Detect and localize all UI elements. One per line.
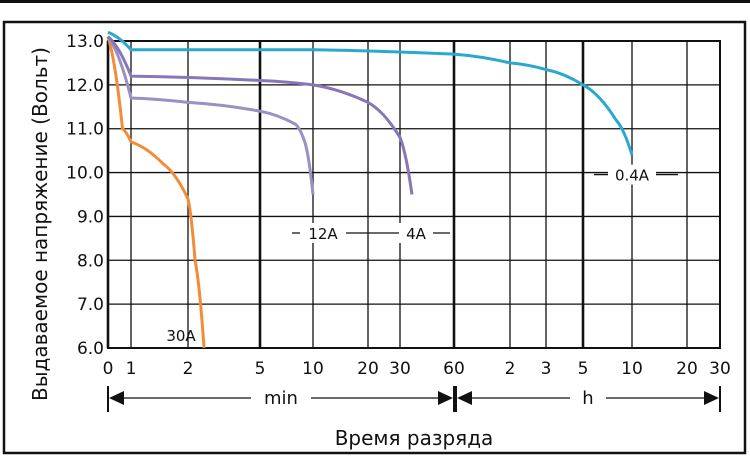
curve-30A: [106, 36, 206, 348]
y-axis-title: Выдаваемое напряжение (Вольт): [28, 47, 52, 401]
label-0_4A: 0.4A: [615, 167, 650, 185]
top-edge-bar: [0, 0, 750, 3]
curve-0_4A: [107, 31, 634, 156]
y-tick-label: 7.0: [77, 295, 104, 315]
x-tick-label: 1: [126, 359, 137, 379]
plot-grid: [106, 40, 721, 349]
hours-range-label: h: [582, 388, 593, 409]
minutes-range-label: min: [264, 388, 298, 409]
curve-12A: [106, 35, 315, 195]
x-axis-title: Время разряда: [335, 426, 494, 450]
x-tick-label: 10: [621, 359, 643, 379]
label-4A: 4A: [406, 225, 427, 243]
y-tick-label: 12.0: [66, 76, 104, 96]
x-tick-label: 20: [676, 359, 698, 379]
y-tick-label: 10.0: [66, 164, 104, 184]
y-tick-label: 9.0: [77, 207, 104, 227]
discharge-curves: [106, 31, 634, 348]
y-tick-labels: 6.0 7.0 8.0 9.0 10.0 11.0 12.0 13.0: [66, 32, 104, 359]
y-tick-label: 6.0: [77, 339, 104, 359]
curve-labels: 30A 12A 4A 0.4A: [166, 164, 678, 345]
label-bg-12A: [300, 223, 346, 243]
x-tick-label: 10: [302, 359, 324, 379]
x-tick-label: 60: [443, 359, 465, 379]
y-tick-label: 13.0: [66, 32, 104, 52]
x-tick-labels: 0 1 2 5 10 20 30 60 2 3 5 10 20 30: [103, 359, 731, 379]
label-30A: 30A: [166, 327, 196, 345]
label-bg-0_4A: [608, 164, 656, 185]
y-tick-label: 8.0: [77, 251, 104, 271]
x-tick-label: 30: [389, 359, 411, 379]
outer-frame: [2, 20, 747, 455]
label-12A: 12A: [308, 225, 338, 243]
curve-4A: [106, 35, 414, 195]
x-tick-label: 5: [255, 359, 266, 379]
x-tick-label: 0: [103, 359, 114, 379]
plot-border: [107, 40, 721, 349]
x-tick-label: 3: [541, 359, 552, 379]
y-tick-label: 11.0: [66, 120, 104, 140]
x-tick-label: 30: [709, 359, 731, 379]
time-range-arrows: min h: [107, 386, 721, 412]
label-bg-4A: [399, 223, 433, 243]
x-tick-label: 2: [505, 359, 516, 379]
x-tick-label: 5: [578, 359, 589, 379]
x-tick-label: 2: [183, 359, 194, 379]
minutes-range-arrowhead-right: [438, 391, 453, 405]
x-tick-label: 20: [357, 359, 379, 379]
hours-range-arrowhead-right: [704, 391, 719, 405]
hours-range-arrowhead-left: [457, 391, 472, 405]
minutes-range-arrowhead-left: [109, 391, 124, 405]
